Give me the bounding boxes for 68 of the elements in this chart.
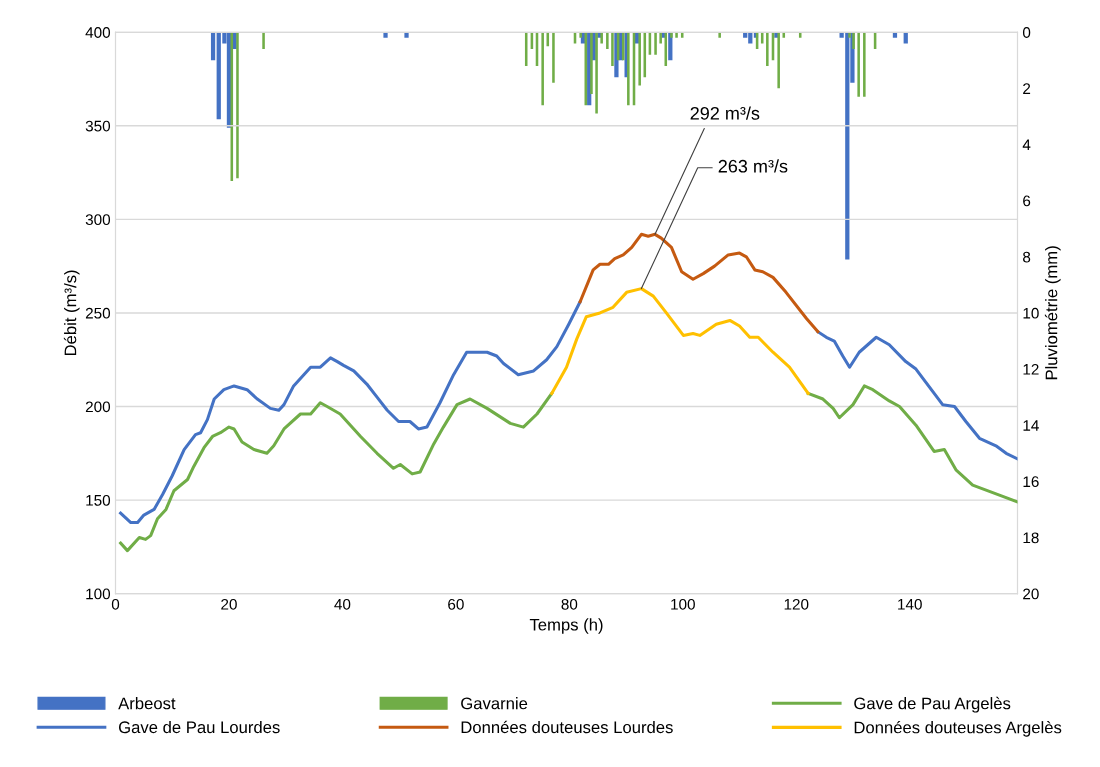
y-tick-label: 100 [86, 588, 111, 600]
bar [590, 32, 593, 94]
y2-tick-label: 2 [1023, 83, 1031, 94]
bar [857, 32, 860, 97]
bar [606, 32, 609, 50]
x-tick-label: 60 [448, 598, 464, 610]
legend-label: Arbeost [118, 697, 176, 710]
bar [680, 32, 684, 38]
bar [579, 32, 582, 38]
y2-axis-title: Pluviométrie (mm) [1044, 246, 1061, 380]
x-tick-label: 100 [671, 598, 695, 610]
x-tick-label: 140 [898, 598, 922, 610]
bar [659, 32, 662, 44]
x-tick-label: 40 [334, 598, 351, 610]
y-tick-label: 350 [85, 120, 111, 132]
y2-tick-label: 18 [1023, 532, 1039, 544]
line-series [578, 232, 820, 334]
y-tick-label: 250 [85, 307, 111, 319]
bar [541, 32, 544, 106]
bar [236, 32, 239, 179]
legend-label: Données douteuses Argelès [854, 720, 1062, 737]
legend-label: Gave de Pau Lourdes [118, 720, 280, 734]
bar [798, 32, 802, 38]
bar [654, 32, 657, 55]
y2-tick-label: 0 [1022, 27, 1031, 38]
bar [638, 32, 641, 86]
bar [718, 32, 721, 38]
line-series [550, 287, 810, 395]
x-tick-label: 0 [111, 598, 120, 610]
y-tick-label: 300 [85, 214, 111, 226]
y-tick-label: 150 [86, 494, 111, 506]
y-tick-label: 400 [85, 27, 111, 38]
y2-tick-label: 20 [1023, 588, 1039, 600]
bar [670, 32, 673, 38]
y-tick-label: 200 [85, 401, 111, 413]
bar [627, 32, 630, 106]
y2-tick-label: 4 [1022, 139, 1031, 151]
y-axis-title: Débit (m³/s) [63, 270, 80, 356]
bar [595, 32, 598, 114]
bar [777, 32, 780, 89]
x-axis-title: Temps (h) [529, 618, 603, 634]
y2-tick-label: 8 [1023, 251, 1031, 263]
y2-tick-label: 12 [1023, 363, 1039, 375]
annotation: 292 m³/s [690, 106, 760, 120]
y2-tick-label: 14 [1023, 420, 1039, 431]
bar [782, 32, 786, 38]
bar [383, 32, 388, 38]
bar [852, 32, 855, 50]
bar [611, 32, 614, 66]
bar [863, 32, 866, 97]
bar [262, 32, 265, 50]
annotation: 263 m³/s [718, 159, 788, 173]
bar [675, 32, 678, 38]
legend-label: Gave de Pau Argelès [854, 696, 1011, 713]
y2-tick-label: 10 [1023, 307, 1039, 319]
x-tick-label: 80 [561, 598, 578, 610]
bar [766, 32, 769, 66]
bar [552, 32, 555, 83]
legend-label: Gavarnie [461, 697, 528, 710]
legend-label: Données douteuses Lourdes [461, 720, 673, 734]
y2-tick-label: 16 [1023, 476, 1039, 488]
x-tick-label: 20 [221, 598, 237, 610]
y2-tick-label: 6 [1023, 195, 1031, 207]
bar [600, 32, 603, 44]
x-tick-label: 120 [784, 598, 809, 610]
bar [226, 32, 232, 128]
bar [210, 32, 216, 61]
bar [404, 32, 409, 38]
